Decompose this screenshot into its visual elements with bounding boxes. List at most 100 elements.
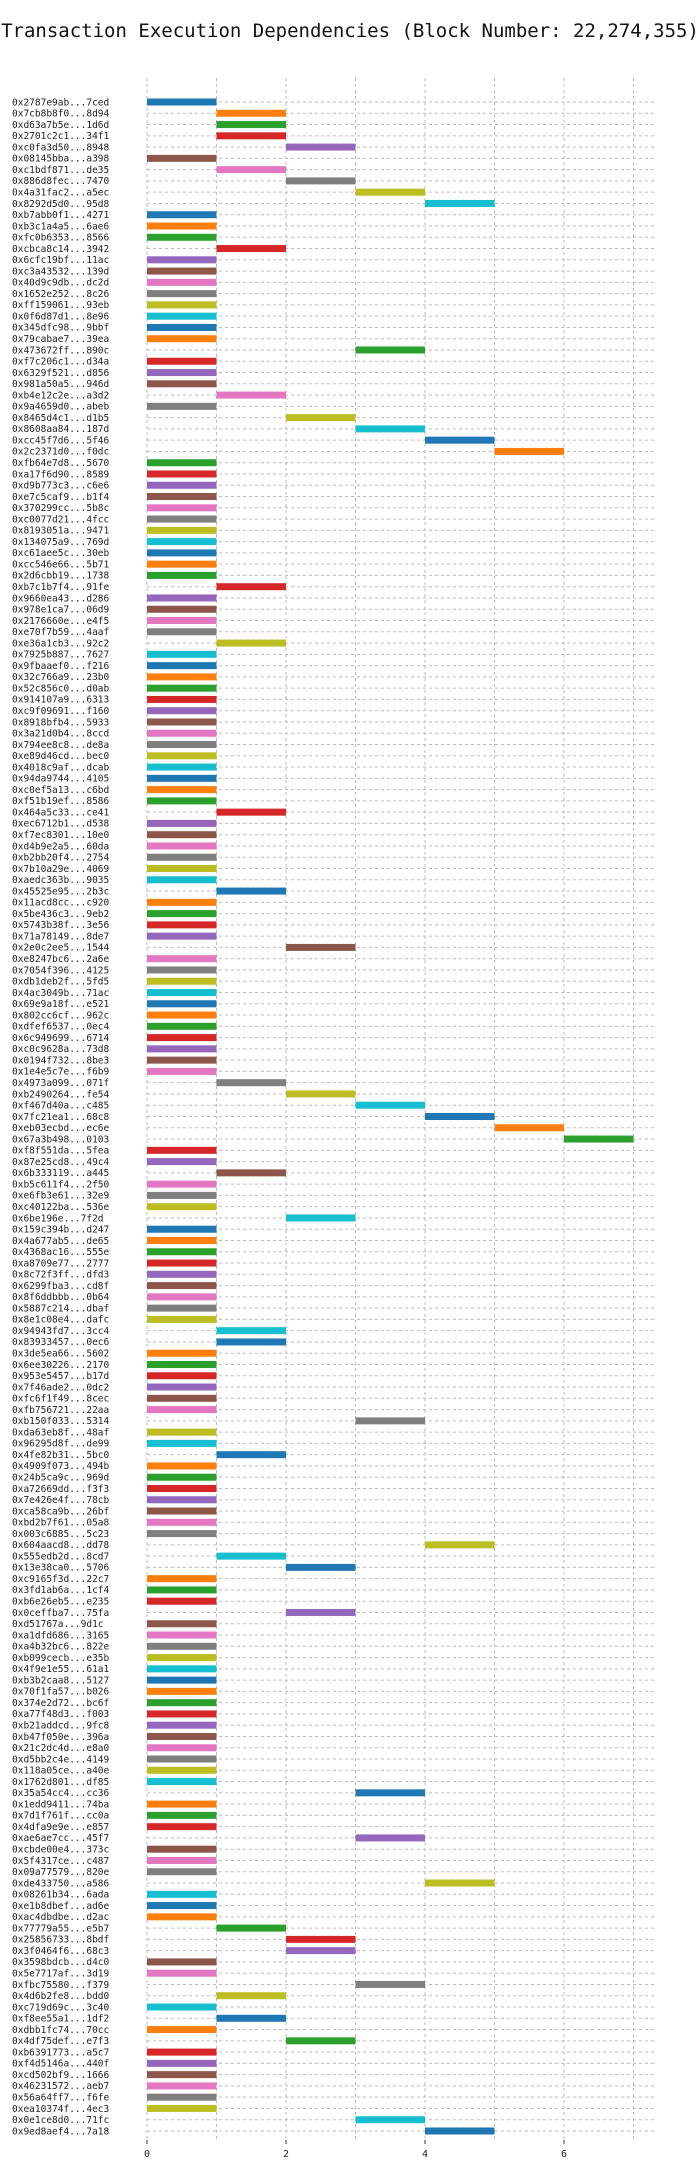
transaction-label: 0xd51767a...9d1c [12, 1619, 104, 1630]
task-bar [216, 1327, 286, 1335]
task-bar [147, 1045, 217, 1053]
task-bar [564, 1135, 634, 1143]
transaction-label: 0x4a677ab5...de65 [12, 1236, 109, 1247]
transaction-label: 0x6329f521...d856 [12, 368, 110, 379]
task-bar [147, 1800, 217, 1808]
transaction-label: 0x4dfa9e9e...e857 [12, 1822, 109, 1833]
transaction-label: 0xcc45f7d6...5f46 [12, 435, 110, 446]
transaction-label: 0x7b10a29e...4069 [12, 864, 110, 875]
transaction-label: 0x8465d4c1...d1b5 [12, 413, 109, 424]
task-bar [147, 290, 217, 298]
task-bar [147, 538, 217, 546]
transaction-label: 0xca58ca9b...26bf [12, 1506, 109, 1517]
transaction-label: 0x159c394b...d247 [12, 1225, 109, 1236]
transaction-label: 0x464a5c33...ce41 [12, 807, 110, 818]
transaction-label: 0xcbde00e4...373c [12, 1844, 109, 1855]
transaction-label: 0x7d1f761f...cc0a [12, 1811, 109, 1822]
task-bar [147, 357, 217, 365]
task-bar [147, 222, 217, 230]
task-bar [355, 188, 425, 196]
task-bar [147, 673, 217, 681]
task-bar [147, 1011, 217, 1019]
task-bar [147, 1766, 217, 1774]
transaction-label: 0x4368ac16...555e [12, 1247, 110, 1258]
task-bar [147, 1496, 217, 1504]
transaction-label: 0x981a50a5...946d [12, 379, 109, 390]
transaction-label: 0xc9f09691...f160 [12, 706, 110, 717]
task-bar [147, 1034, 217, 1042]
transaction-label: 0x7f46ade2...0dc2 [12, 1382, 109, 1393]
transaction-label: 0xf51b19ef...8586 [12, 796, 110, 807]
transaction-label: 0xa17f6d90...8589 [12, 469, 110, 480]
task-bar [147, 1631, 217, 1639]
task-bar [147, 1225, 217, 1233]
transaction-label: 0x6299fba3...cd8f [12, 1281, 109, 1292]
transaction-label: 0xae6ae7cc...45f7 [12, 1833, 109, 1844]
transaction-label: 0xfc6f1f49...8cec [12, 1394, 109, 1405]
task-bar [147, 1586, 217, 1594]
task-bar [147, 2059, 217, 2067]
task-bar [147, 1484, 217, 1492]
transaction-label: 0xf8ee55a1...1df2 [12, 2014, 109, 2025]
task-bar [147, 718, 217, 726]
task-bar [286, 1947, 356, 1955]
transaction-label: 0x45525e95...2b3c [12, 886, 109, 897]
transaction-label: 0x374e2d72...bc6f [12, 1698, 109, 1709]
task-bar [147, 831, 217, 839]
task-bar [147, 910, 217, 918]
transaction-label: 0x1edd9411...74ba [12, 1799, 109, 1810]
task-bar [147, 1642, 217, 1650]
task-bar [147, 1507, 217, 1515]
transaction-label: 0xc9165f3d...22c7 [12, 1574, 109, 1585]
transaction-label: 0x4fe82b31...5bc0 [12, 1450, 110, 1461]
task-bar [147, 504, 217, 512]
transaction-label: 0x9fbaaef0...f216 [12, 661, 110, 672]
task-bar [286, 414, 356, 422]
transaction-label: 0x08145bba...a398 [12, 154, 110, 165]
task-bar [147, 380, 217, 388]
transaction-label: 0x345dfc98...9bbf [12, 323, 109, 334]
transaction-label: 0x4a31fac2...a5ec [12, 187, 109, 198]
transaction-label: 0x473672ff...890c [12, 345, 109, 356]
transaction-label: 0xf7c206c1...d34a [12, 357, 109, 368]
transaction-label: 0x4ac3049b...71ac [12, 988, 109, 999]
transaction-label: 0xea10374f...4ec3 [12, 2104, 109, 2115]
transaction-label: 0xc3a43532...139d [12, 266, 109, 277]
transaction-label: 0xcd502bf9...1666 [12, 2070, 110, 2081]
x-tick-label: 6 [561, 2149, 567, 2160]
transaction-label: 0x3fd1ab6a...1cf4 [12, 1585, 110, 1596]
task-bar [147, 1146, 217, 1154]
task-bar [147, 154, 217, 162]
transaction-label: 0xc0c9628a...73d8 [12, 1044, 110, 1055]
task-bar [147, 369, 217, 377]
task-bar [147, 774, 217, 782]
transaction-label: 0xda63eb8f...48af [12, 1427, 109, 1438]
task-bar [147, 1868, 217, 1876]
transaction-label: 0x3a21d0b4...8ccd [12, 729, 109, 740]
transaction-label: 0x555edb2d...8cd7 [12, 1551, 109, 1562]
task-bar [147, 267, 217, 275]
transaction-label: 0xb21addcd...9fc8 [12, 1721, 110, 1732]
transaction-label: 0xb2bb20f4...2754 [12, 853, 110, 864]
transaction-label: 0x7925b887...7627 [12, 650, 109, 661]
task-bar [147, 853, 217, 861]
task-bar [216, 1552, 286, 1560]
transaction-label: 0xdb1deb2f...5fd5 [12, 977, 109, 988]
transaction-label: 0x6b333119...a445 [12, 1168, 109, 1179]
task-bar [147, 211, 217, 219]
transaction-label: 0x118a05ce...a40e [12, 1766, 110, 1777]
task-bar [147, 1022, 217, 1030]
task-bar [216, 109, 286, 117]
task-bar [147, 1236, 217, 1244]
task-bar [147, 1349, 217, 1357]
task-bar [216, 132, 286, 140]
transaction-label: 0x8f6ddbbb...0b64 [12, 1292, 110, 1303]
transaction-label: 0x40d9c9db...dc2d [12, 278, 109, 289]
transaction-label: 0xb2490264...fe54 [12, 1089, 110, 1100]
task-bar [355, 2116, 425, 2124]
transaction-label: 0x4f9e1e55...61a1 [12, 1664, 110, 1675]
task-bar [147, 560, 217, 568]
task-bar [147, 323, 217, 331]
task-bar [147, 932, 217, 940]
task-bar [147, 1180, 217, 1188]
